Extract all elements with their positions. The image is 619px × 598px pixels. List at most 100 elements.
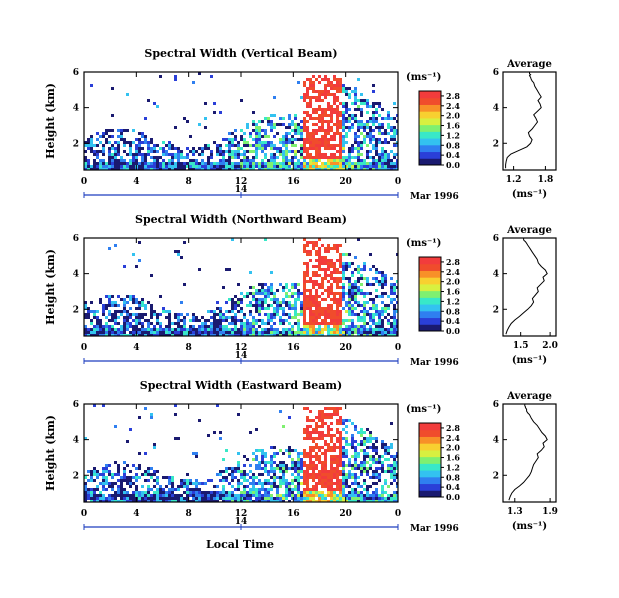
heatmap-cell [360, 123, 363, 126]
heatmap-cell [330, 286, 333, 289]
heatmap-cell [318, 93, 321, 96]
heatmap-cell [177, 325, 180, 328]
heatmap-cell [288, 168, 291, 170]
heatmap-cell [309, 464, 312, 467]
heatmap-cell [180, 494, 183, 497]
heatmap-cell [201, 162, 204, 165]
heatmap-cell [144, 452, 147, 455]
heatmap-cell [150, 322, 153, 325]
heatmap-cell [330, 283, 333, 286]
heatmap-cell [111, 147, 114, 150]
heatmap-cell [294, 479, 297, 482]
heatmap-cell [186, 328, 189, 331]
heatmap-cell [162, 494, 165, 497]
heatmap-cell [87, 147, 90, 150]
heatmap-cell [390, 455, 393, 458]
heatmap-cell [378, 162, 381, 165]
heatmap-cell [393, 292, 396, 295]
heatmap-cell [303, 277, 306, 280]
heatmap-cell [357, 292, 360, 295]
heatmap-cell [324, 440, 327, 443]
heatmap-cell [306, 473, 309, 476]
heatmap-cell [102, 500, 105, 502]
heatmap-cell [303, 307, 306, 310]
heatmap-cell [372, 156, 375, 159]
heatmap-cell [195, 494, 198, 497]
heatmap-cell [192, 325, 195, 328]
heatmap-cell [360, 428, 363, 431]
heatmap-cell [321, 452, 324, 455]
heatmap-cell [252, 316, 255, 319]
heatmap-cell [183, 328, 186, 331]
heatmap-cell [174, 147, 177, 150]
heatmap-cell [213, 168, 216, 170]
heatmap-cell [339, 126, 342, 129]
heatmap-cell [327, 286, 330, 289]
heatmap-cell [132, 319, 135, 322]
heatmap-cell [330, 111, 333, 114]
heatmap-cell [366, 280, 369, 283]
heatmap-cell [240, 162, 243, 165]
heatmap-cell [219, 144, 222, 147]
heatmap-cell [204, 147, 207, 150]
heatmap-cell [396, 455, 398, 458]
heatmap-cell [339, 144, 342, 147]
heatmap-cell [270, 334, 273, 336]
heatmap-cell [321, 165, 324, 168]
heatmap-cell [330, 449, 333, 452]
heatmap-cell [144, 313, 147, 316]
heatmap-cell [144, 138, 147, 141]
heatmap-cell [168, 313, 171, 316]
heatmap-cell [324, 256, 327, 259]
heatmap-cell [357, 135, 360, 138]
heatmap-cell [153, 102, 156, 105]
heatmap-cell [219, 307, 222, 310]
heatmap-cell [288, 304, 291, 307]
heatmap-cell [102, 470, 105, 473]
heatmap-cell [186, 334, 189, 336]
heatmap-cell [333, 271, 336, 274]
heatmap-cell [201, 497, 204, 500]
heatmap-cell [351, 114, 354, 117]
heatmap-cell [387, 452, 390, 455]
heatmap-cell [327, 78, 330, 81]
heatmap-cell [381, 168, 384, 170]
heatmap-cell [339, 244, 342, 247]
heatmap-cell [150, 497, 153, 500]
heatmap-cell [114, 244, 117, 247]
heatmap-cell [255, 494, 258, 497]
heatmap-cell [369, 497, 372, 500]
heatmap-cell [357, 325, 360, 328]
heatmap-cell [396, 159, 398, 162]
heatmap-cell [183, 331, 186, 334]
heatmap-cell [270, 497, 273, 500]
heatmap-cell [192, 316, 195, 319]
average-y-tick-label: 6 [493, 234, 499, 244]
heatmap-cell [378, 316, 381, 319]
heatmap-cell [327, 476, 330, 479]
heatmap-cell [336, 413, 339, 416]
heatmap-cell [159, 491, 162, 494]
heatmap-cell [291, 295, 294, 298]
heatmap-cell [195, 316, 198, 319]
heatmap-cell [357, 268, 360, 271]
heatmap-cell [288, 138, 291, 141]
heatmap-cell [171, 165, 174, 168]
heatmap-cell [90, 488, 93, 491]
heatmap-cell [396, 334, 398, 336]
heatmap-cell [114, 491, 117, 494]
heatmap-cell [186, 485, 189, 488]
heatmap-cell [264, 467, 267, 470]
x-axis-label-local-time: Local Time [206, 538, 274, 551]
heatmap-cell [114, 473, 117, 476]
heatmap-cell [330, 313, 333, 316]
heatmap-cell [375, 491, 378, 494]
heatmap-cell [111, 482, 114, 485]
heatmap-cell [117, 322, 120, 325]
heatmap-cell [270, 126, 273, 129]
heatmap-cell [123, 310, 126, 313]
heatmap-cell [207, 325, 210, 328]
heatmap-cell [198, 165, 201, 168]
heatmap-cell [360, 108, 363, 111]
heatmap-cell [327, 428, 330, 431]
